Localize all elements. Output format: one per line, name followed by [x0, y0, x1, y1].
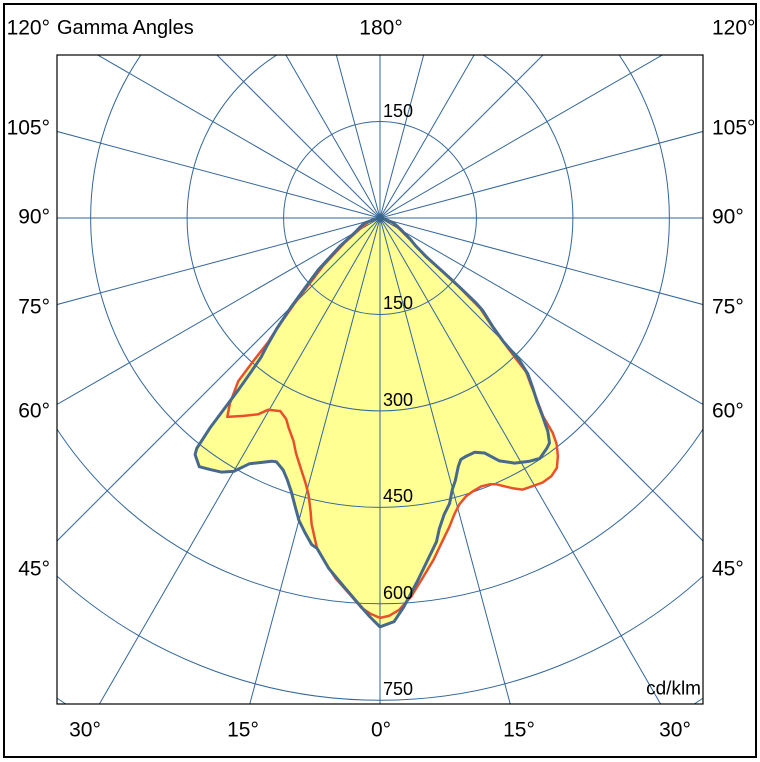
- gamma-label-left-90: 90°: [18, 205, 50, 229]
- gamma-label-left-60: 60°: [18, 399, 50, 423]
- gamma-label-right-45: 45°: [712, 557, 744, 581]
- radial-tick-upper-150: 150: [383, 100, 414, 121]
- pole-marker: [375, 213, 385, 223]
- gamma-label-left-45: 45°: [18, 557, 50, 581]
- gamma-label-right-90: 90°: [712, 205, 744, 229]
- gamma-label-right-75: 75°: [712, 295, 744, 319]
- gamma-label-right-105: 105°: [712, 116, 756, 140]
- radial-tick-300: 300: [383, 389, 414, 410]
- gamma-label-bottom-right-15: 15°: [503, 718, 535, 742]
- radial-tick-750: 750: [383, 679, 414, 700]
- gamma-label-top-180: 180°: [359, 16, 403, 40]
- gamma-label-left-105: 105°: [6, 116, 50, 140]
- gamma-label-top-right-120: 120°: [712, 16, 756, 40]
- intensity-curve-blue: [193, 216, 551, 629]
- distribution-fill: [195, 218, 558, 627]
- gamma-label-top-left-120: 120°: [6, 16, 50, 40]
- unit-label: cd/klm: [646, 678, 701, 700]
- gamma-label-bottom-left-30: 30°: [69, 718, 101, 742]
- gamma-label-right-60: 60°: [712, 399, 744, 423]
- gamma-label-bottom-0: 0°: [370, 718, 392, 742]
- radial-tick-450: 450: [383, 486, 414, 507]
- gamma-label-left-75: 75°: [18, 295, 50, 319]
- plot-border: [56, 54, 704, 705]
- radial-tick-150: 150: [383, 293, 414, 314]
- gamma-label-bottom-left-15: 15°: [227, 718, 259, 742]
- chart-title: Gamma Angles: [57, 17, 194, 39]
- gamma-label-bottom-right-30: 30°: [659, 718, 691, 742]
- radial-tick-600: 600: [383, 582, 414, 603]
